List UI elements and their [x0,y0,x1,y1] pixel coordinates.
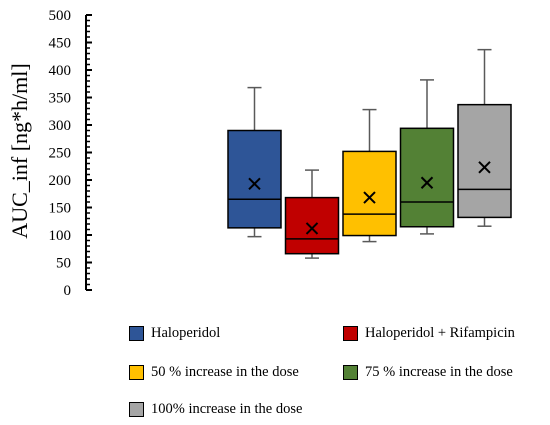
y-tick-label: 300 [49,118,72,134]
mean-marker-stroke [305,222,319,235]
box-plot-2 [284,169,340,259]
box-series-group [227,48,512,259]
box-iqr [227,129,282,229]
y-tick-label: 100 [49,228,72,244]
mean-marker [248,177,261,191]
mean-marker-stroke [478,161,491,174]
box-iqr [457,103,512,219]
mean-marker-stroke [363,191,376,204]
mean-marker-stroke [248,177,261,191]
box-plot-5 [457,48,512,227]
y-axis: 0 50 100 150 200 250 300 350 400 450 500 [49,8,92,299]
mean-marker-stroke [420,176,434,189]
box-plot-3 [342,108,397,243]
y-tick-label: 350 [49,91,72,107]
box-iqr [284,196,340,255]
y-tick-label: 400 [49,63,72,79]
box-iqr [399,127,455,228]
y-tick-label: 450 [49,36,72,52]
y-tick-label: 500 [49,8,72,24]
mean-marker [420,176,434,189]
y-tick-label: 50 [56,256,71,272]
y-tick-label: 250 [49,146,72,162]
y-tick-label: 200 [49,173,72,189]
box-plot-1 [227,86,282,238]
mean-marker [305,222,319,235]
y-axis-title: AUC_inf [ng*h/ml] [7,63,32,238]
box-iqr [342,150,397,237]
mean-marker [478,161,491,174]
y-tick-label: 150 [49,201,72,217]
mean-marker [363,191,376,204]
y-tick-label: 0 [64,283,72,299]
box-plot-4 [399,79,455,235]
